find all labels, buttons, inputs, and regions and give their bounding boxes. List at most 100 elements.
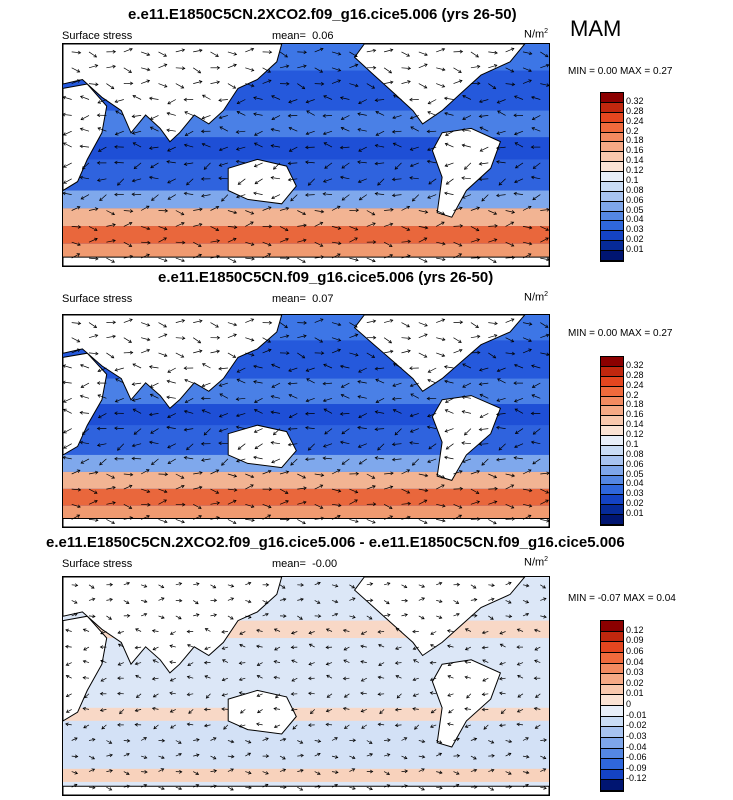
colorbar-swatch [601, 142, 623, 153]
vector-arrowhead [271, 384, 276, 388]
vector-arrow [152, 646, 159, 651]
vector-arrowhead [477, 81, 481, 86]
vector-arrow [193, 614, 200, 617]
vector-arrowhead [195, 600, 199, 605]
vector-arrow [150, 393, 159, 399]
vector-arrowhead [132, 142, 137, 146]
vector-arrowhead [481, 198, 485, 202]
vector-arrow [366, 473, 375, 479]
vector-arrowhead [479, 393, 484, 398]
vector-arrow [279, 500, 289, 505]
vector-arrow [262, 771, 269, 775]
vector-arrow [158, 226, 168, 230]
vector-arrowhead [233, 52, 238, 56]
vector-arrowhead [183, 366, 187, 371]
vector-arrowhead [409, 176, 413, 180]
vector-arrowhead [372, 502, 377, 506]
vector-arrowhead [326, 694, 331, 698]
vector-arrow [297, 786, 303, 791]
vector-arrow [409, 442, 419, 445]
vector-arrowhead [114, 426, 118, 431]
vector-arrowhead [216, 80, 221, 85]
vector-arrowhead [117, 643, 122, 647]
vector-arrowhead [355, 352, 359, 357]
vector-arrowhead [392, 115, 396, 120]
vector-arrow [326, 693, 333, 698]
vector-arrowhead [197, 69, 202, 74]
vector-arrowhead [340, 384, 345, 388]
vector-arrow [462, 382, 472, 388]
vector-arrowhead [198, 319, 203, 323]
vector-arrow [427, 426, 437, 429]
vector-arrow [288, 162, 298, 164]
vector-arrow [436, 337, 445, 341]
vector-arrowhead [238, 677, 243, 682]
vector-arrowhead [532, 196, 536, 201]
vector-arrowhead [493, 64, 498, 68]
vector-arrowhead [374, 456, 379, 460]
vector-arrow [532, 115, 541, 120]
vector-arrow [71, 488, 81, 491]
vector-arrowhead [148, 96, 153, 101]
vector-arrow [349, 488, 358, 493]
vector-arrowhead [146, 337, 151, 342]
vector-arrow [271, 364, 281, 369]
vector-arrow [288, 127, 298, 132]
vector-arrow [401, 337, 411, 339]
vector-arrowhead [475, 54, 479, 58]
vector-arrow [479, 178, 489, 180]
vector-arrowhead [378, 662, 382, 666]
vector-arrow [522, 241, 532, 245]
vector-arrow [63, 162, 72, 168]
vector-arrowhead [219, 126, 224, 130]
vector-arrow [253, 365, 263, 369]
vector-arrow [97, 394, 107, 399]
vector-arrow [366, 615, 373, 620]
vector-arrowhead [111, 211, 116, 216]
vector-arrow [66, 693, 72, 697]
panel-1-title: e.e11.E1850C5CN.2XCO2.f09_g16.cice5.006 … [128, 6, 517, 23]
vector-arrowhead [201, 458, 205, 462]
vector-arrowhead [461, 441, 465, 445]
vector-arrowhead [323, 142, 328, 146]
vector-arrow [378, 662, 385, 666]
vector-arrow [123, 319, 133, 323]
vector-arrow [273, 428, 281, 436]
vector-arrow [412, 194, 420, 202]
vector-arrowhead [267, 348, 272, 353]
vector-arrow [447, 723, 454, 726]
vector-arrowhead [134, 661, 139, 666]
vector-arrowhead [215, 490, 220, 494]
vector-arrow [517, 693, 524, 698]
vector-arrow [115, 397, 124, 403]
vector-arrowhead [273, 431, 277, 436]
vector-arrowhead [290, 630, 295, 635]
vector-arrowhead [351, 597, 356, 601]
vector-arrowhead [233, 63, 237, 68]
vector-arrowhead [414, 726, 418, 730]
vector-arrowhead [525, 770, 530, 775]
vector-arrowhead [394, 707, 399, 712]
vector-arrowhead [247, 740, 252, 744]
vector-arrowhead [511, 210, 516, 214]
vector-arrow [279, 65, 289, 69]
colorbar-swatch [601, 475, 623, 486]
vector-arrowhead [93, 324, 98, 328]
vector-arrow [465, 628, 472, 632]
vector-arrowhead [534, 647, 539, 651]
vector-arrow [470, 599, 477, 601]
vector-arrowhead [340, 126, 345, 131]
vector-arrowhead [167, 369, 171, 373]
vector-arrow [133, 408, 142, 414]
vector-arrowhead [117, 676, 121, 680]
vector-arrow [497, 378, 506, 384]
vector-arrowhead [134, 708, 139, 713]
vector-arrow [98, 146, 107, 152]
vector-arrowhead [334, 737, 338, 741]
panel-1-map [62, 43, 550, 267]
vector-arrowhead [497, 378, 501, 382]
vector-arrowhead [184, 111, 188, 115]
vector-arrow [462, 144, 471, 148]
vector-arrow [392, 178, 402, 180]
vector-arrowhead [236, 369, 241, 373]
